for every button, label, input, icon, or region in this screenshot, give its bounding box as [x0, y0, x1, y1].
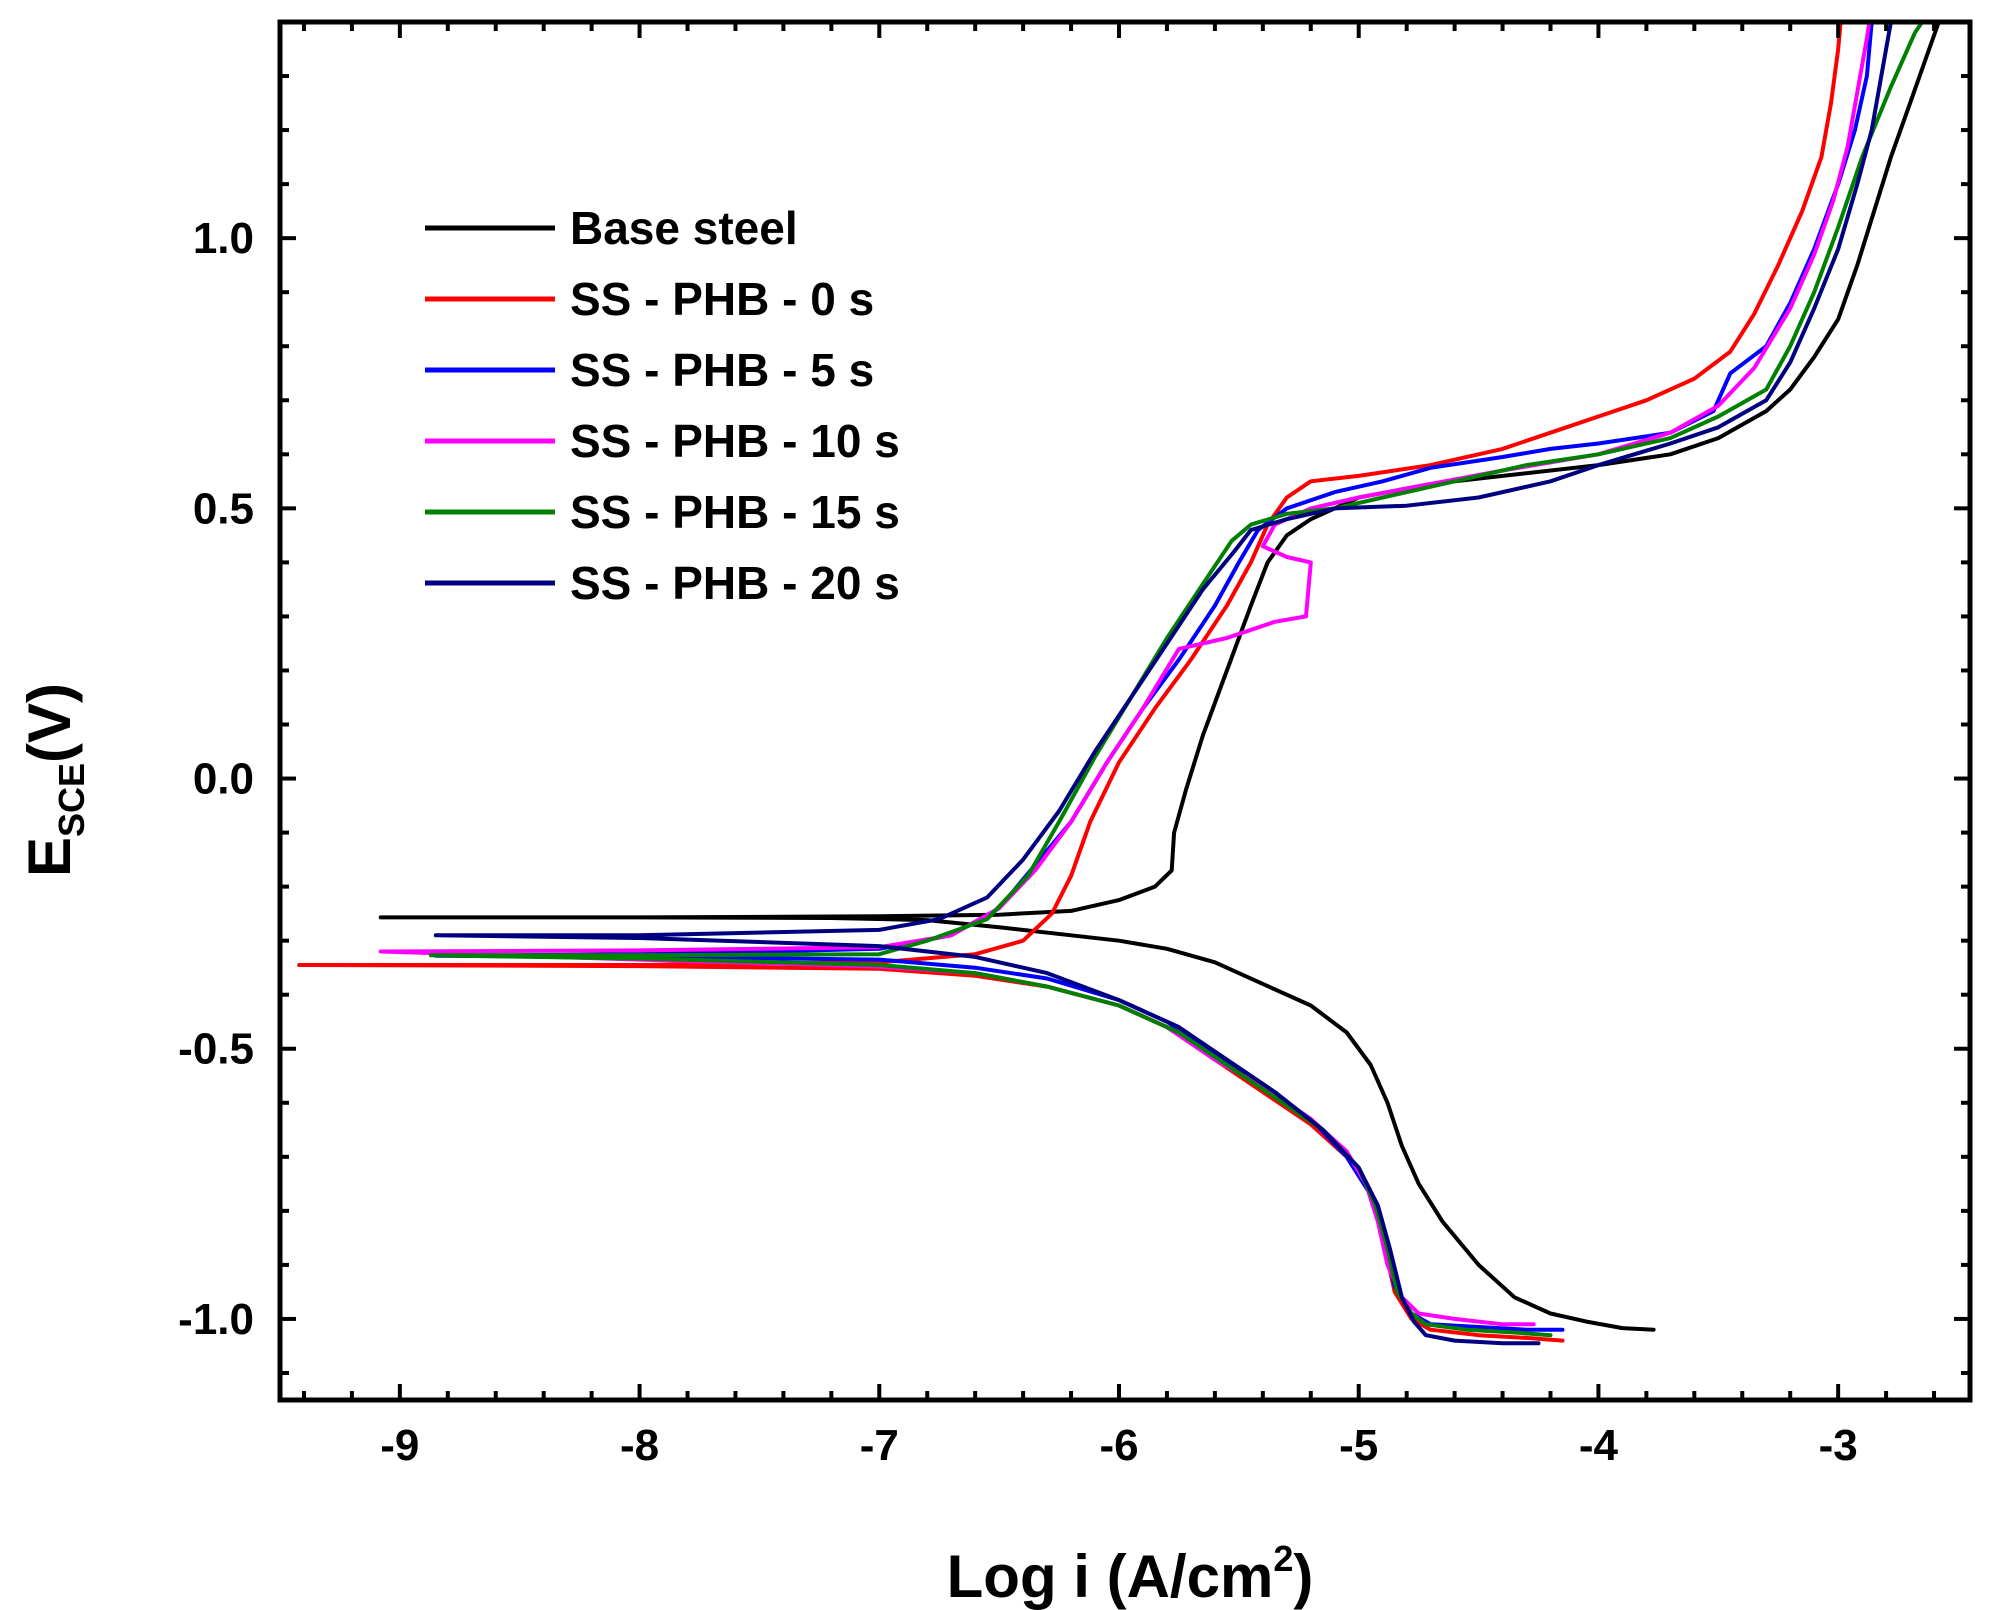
- x-axis-title: Log i (A/cm2): [947, 1538, 1314, 1610]
- legend: Base steel SS - PHB - 0 s SS - PHB - 5 s SS…: [425, 202, 900, 609]
- x-axis-title-tail: ): [1293, 1543, 1313, 1610]
- y-tick-label: 0.0: [193, 755, 254, 804]
- y-axis-title-tail: (V): [16, 683, 83, 763]
- plot-frame: [277, 19, 1973, 1403]
- y-tick-label: 0.5: [193, 484, 254, 533]
- legend-label-4: SS - PHB - 15 s: [570, 486, 900, 538]
- y-tick-label: -1.0: [178, 1295, 254, 1344]
- y-axis-title-main: E: [16, 837, 83, 877]
- x-tick-label: -3: [1819, 1421, 1858, 1470]
- x-tick-label: -6: [1099, 1421, 1138, 1470]
- x-tick-label: -8: [620, 1421, 659, 1470]
- series-line-5: [433, 20, 1893, 1346]
- x-tick-label: -9: [380, 1421, 419, 1470]
- legend-label-3: SS - PHB - 10 s: [570, 415, 900, 467]
- y-axis-title-sub: SCE: [51, 763, 92, 837]
- x-tick-label: -4: [1579, 1421, 1619, 1470]
- y-tick-label: -0.5: [178, 1025, 254, 1074]
- legend-label-1: SS - PHB - 0 s: [570, 273, 874, 325]
- tick-layer: -9 -8 -7 -6 -5 -4 -3 -1.0 -0.5 0.0 0.5 1.0: [178, 20, 1970, 1470]
- x-tick-label: -5: [1339, 1421, 1378, 1470]
- legend-label-5: SS - PHB - 20 s: [570, 557, 900, 609]
- series-line-0: [378, 20, 1941, 1332]
- x-axis-title-main: Log i (A/cm: [947, 1543, 1274, 1610]
- legend-label-0: Base steel: [570, 202, 798, 254]
- x-tick-label: -7: [860, 1421, 899, 1470]
- legend-label-2: SS - PHB - 5 s: [570, 344, 874, 396]
- y-tick-label: 1.0: [193, 214, 254, 263]
- y-axis-title: ESCE(V): [16, 683, 92, 877]
- x-axis-title-sup: 2: [1273, 1538, 1293, 1579]
- series-line-1: [297, 20, 1843, 1343]
- series-layer: [297, 20, 1941, 1346]
